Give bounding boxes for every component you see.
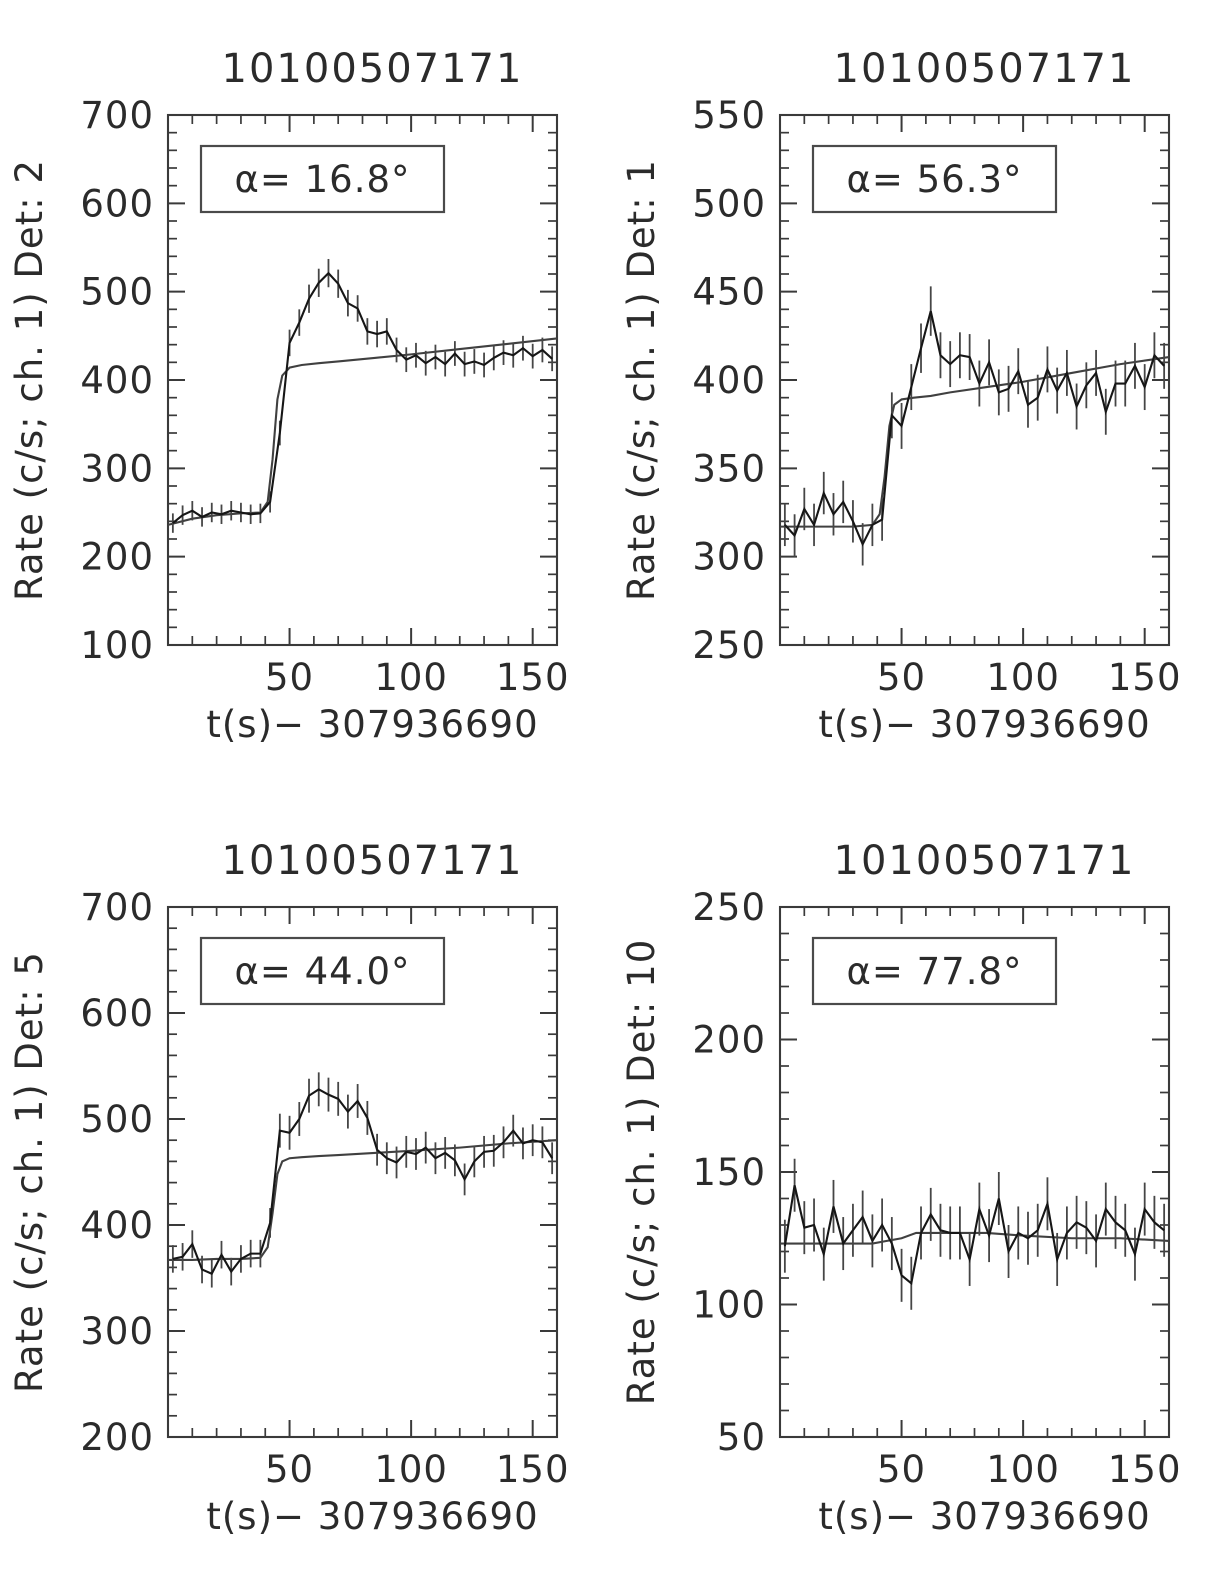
data-curve [172,271,553,524]
plot-panel-0: 10100507171 Rate (c/s; ch. 1) Det: 2 t(s)−… [0,0,612,792]
x-axis-ticks [167,907,558,1437]
x-tick-label: 100 [374,656,448,699]
data-curve [783,1185,1165,1286]
y-tick-label: 50 [717,1416,766,1459]
y-tick-label: 200 [80,1416,154,1459]
x-tick-label: 100 [374,1448,448,1491]
x-tick-label: 150 [1108,1448,1182,1491]
error-bars [171,1072,554,1288]
panel-title: 10100507171 [834,838,1136,884]
x-axis-ticks [779,115,1170,645]
y-axis-title: Rate (c/s; ch. 1) Det: 5 [8,951,51,1393]
y-tick-label: 300 [692,536,766,579]
x-axis-title: t(s)− 307936690 [206,703,538,746]
alpha-annotation-label: α= 77.8° [846,950,1022,993]
panel-title: 10100507171 [222,46,524,92]
panel-title: 10100507171 [222,838,524,884]
x-axis-title: t(s)− 307936690 [818,703,1150,746]
y-axis-title: Rate (c/s; ch. 1) Det: 10 [620,939,663,1405]
y-axis-ticks [168,114,557,646]
x-tick-label: 50 [265,656,314,699]
y-tick-label: 250 [692,886,766,929]
y-tick-label: 350 [692,447,766,490]
y-tick-label: 100 [692,1284,766,1327]
y-tick-label: 150 [692,1151,766,1194]
y-tick-label: 100 [80,624,154,667]
alpha-annotation-label: α= 44.0° [234,950,410,993]
alpha-annotation-box [199,144,446,214]
panel-title: 10100507171 [834,46,1136,92]
model-fit-curve [167,337,558,526]
data-curve [172,1088,554,1276]
x-axis-ticks [167,115,558,645]
plot-canvas-0: 10100507171 Rate (c/s; ch. 1) Det: 2 t(s)−… [8,46,570,746]
y-tick-label: 400 [80,359,154,402]
y-axis-title: Rate (c/s; ch. 1) Det: 2 [8,159,51,601]
y-axis-ticks [780,906,1169,1438]
x-tick-label: 100 [986,1448,1060,1491]
y-axis-title: Rate (c/s; ch. 1) Det: 1 [620,159,663,601]
model-fit-curve [780,1231,1170,1245]
x-tick-label: 100 [986,656,1060,699]
y-tick-label: 600 [80,182,154,225]
y-axis-ticks [780,114,1169,646]
plot-panel-2: 10100507171 Rate (c/s; ch. 1) Det: 5 t(s)−… [0,792,612,1584]
alpha-annotation-box [811,936,1058,1006]
data-curve [784,310,1165,547]
alpha-annotation-box [811,144,1058,214]
x-tick-label: 150 [496,1448,570,1491]
alpha-annotation-label: α= 16.8° [234,158,410,201]
x-axis-ticks [779,907,1170,1437]
plot-canvas-2: 10100507171 Rate (c/s; ch. 1) Det: 5 t(s)−… [8,838,570,1538]
x-tick-label: 150 [496,656,570,699]
plot-panel-3: 10100507171 Rate (c/s; ch. 1) Det: 10 t(s)… [612,792,1224,1584]
y-tick-label: 500 [80,1098,154,1141]
y-tick-label: 200 [80,536,154,579]
error-bars [783,286,1166,566]
model-fit-curve [168,1139,558,1262]
error-bars [171,258,554,533]
x-tick-label: 150 [1108,656,1182,699]
y-tick-label: 500 [692,182,766,225]
plot-canvas-3: 10100507171 Rate (c/s; ch. 1) Det: 10 t(s)… [620,838,1182,1538]
alpha-annotation-label: α= 56.3° [846,158,1022,201]
alpha-annotation-box [199,936,446,1006]
y-tick-label: 700 [80,94,154,137]
y-tick-label: 300 [80,447,154,490]
y-tick-label: 400 [80,1204,154,1247]
y-tick-label: 500 [80,271,154,314]
y-tick-label: 250 [692,624,766,667]
x-tick-label: 50 [265,1448,314,1491]
x-tick-label: 50 [877,1448,926,1491]
x-axis-title: t(s)− 307936690 [818,1495,1150,1538]
y-tick-label: 200 [692,1019,766,1062]
plot-panel-1: 10100507171 Rate (c/s; ch. 1) Det: 1 t(s)−… [612,0,1224,792]
y-tick-label: 400 [692,359,766,402]
y-tick-label: 300 [80,1310,154,1353]
model-fit-curve [780,355,1170,528]
y-tick-label: 700 [80,886,154,929]
y-tick-label: 550 [692,94,766,137]
y-tick-label: 600 [80,992,154,1035]
x-tick-label: 50 [877,656,926,699]
y-tick-label: 450 [692,271,766,314]
plot-canvas-1: 10100507171 Rate (c/s; ch. 1) Det: 1 t(s)−… [620,46,1182,746]
x-axis-title: t(s)− 307936690 [206,1495,538,1538]
y-axis-ticks [168,906,557,1438]
